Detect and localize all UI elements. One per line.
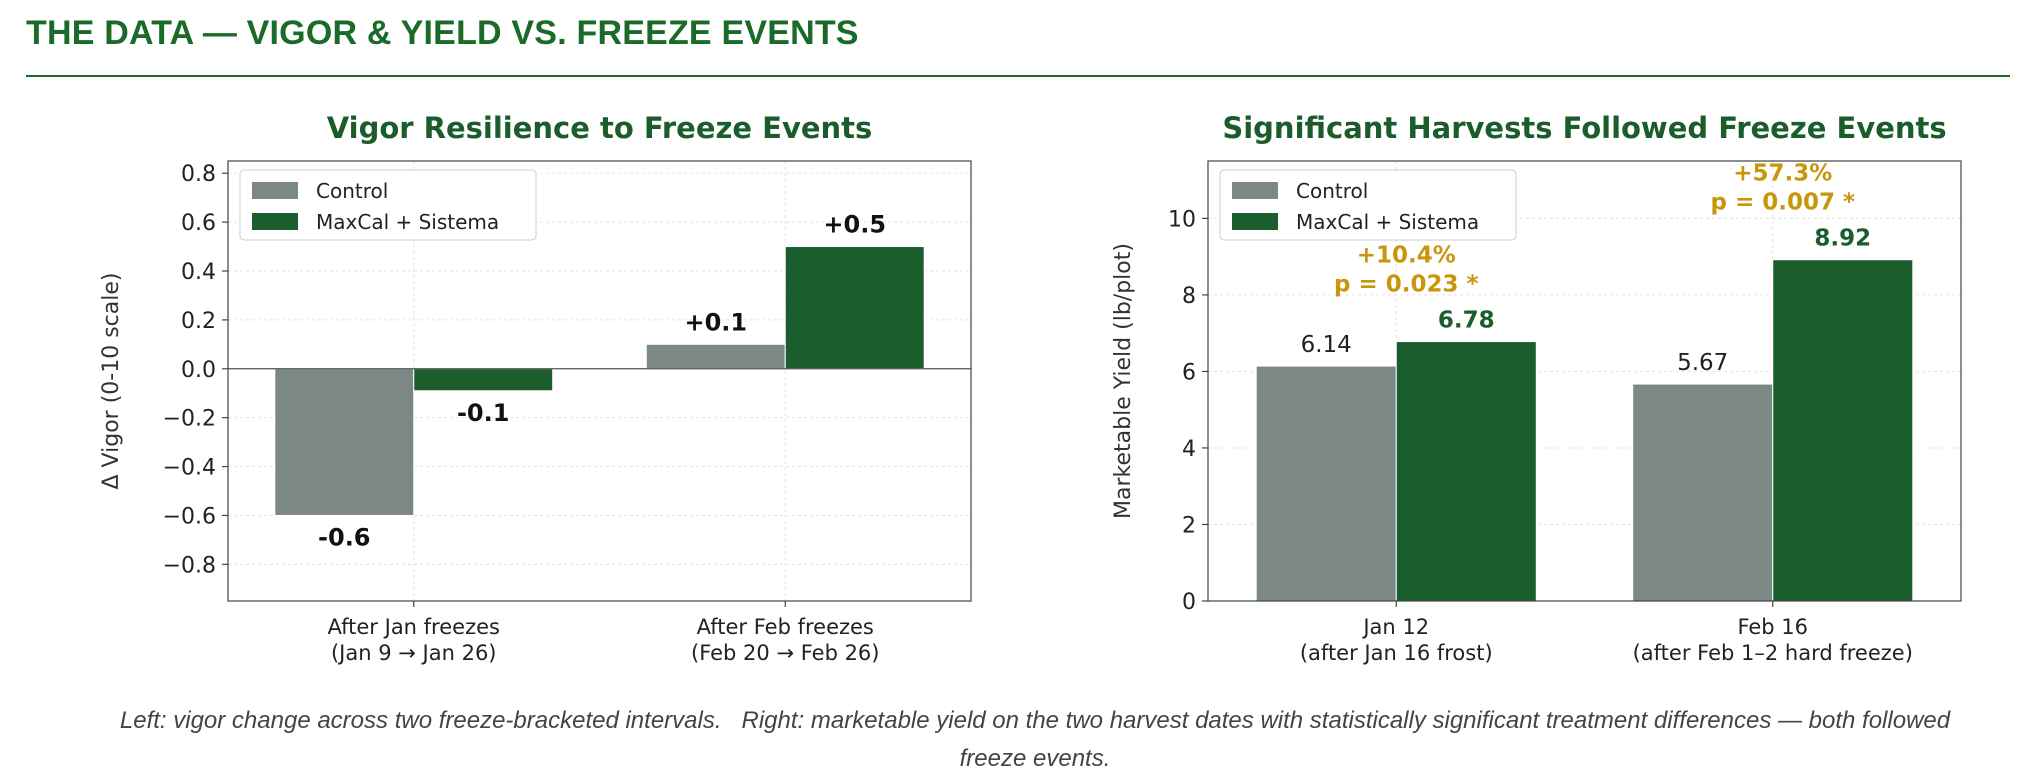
legend-label-treatment: MaxCal + Sistema [316,210,499,234]
legend-swatch-control [1232,182,1278,199]
legend-label-treatment: MaxCal + Sistema [1296,210,1479,234]
x-tick-label: (Jan 9 → Jan 26) [331,641,497,665]
y-tick-label: −0.2 [163,407,216,432]
bar-value-label: -0.1 [457,399,509,427]
y-tick-label: 10 [1168,207,1196,232]
y-tick-label: 0.0 [181,358,216,383]
bar-control [1632,383,1774,602]
bar-control [274,368,415,516]
plot-frame [1207,160,1962,602]
legend-swatch-treatment [1232,213,1278,230]
caption-line-1: Left: vigor change across two freeze-bra… [119,707,1951,734]
bar-control [1255,365,1397,602]
y-tick-label: 6 [1182,360,1196,385]
bar-value-label: 6.78 [1438,308,1495,334]
x-tick-label: (after Feb 1–2 hard freeze) [1633,641,1913,665]
y-tick-label: 0.6 [181,211,216,236]
bar-value-label: 5.67 [1677,350,1728,376]
bar-value-label: +0.1 [684,308,747,336]
vigor-chart: Vigor Resilience to Freeze Events -0.6 +0.… [99,111,972,665]
y-tick-label: 0.8 [181,162,216,187]
bar-treatment [413,368,554,392]
x-tick-label: (Feb 20 → Feb 26) [691,641,880,665]
bar-value-label: -0.6 [318,523,370,551]
legend: Control MaxCal + Sistema [239,169,537,241]
plot-frame [227,160,972,602]
significance-annotation: p = 0.023 * [1334,272,1479,298]
y-tick-label: −0.6 [163,504,216,529]
legend-swatch-treatment [252,213,298,230]
figure-caption: Left: vigor change across two freeze-bra… [40,702,2030,778]
legend-swatch-control [252,182,298,199]
bar-control [645,343,786,370]
y-tick-label: 0 [1182,590,1196,615]
y-axis-label: Δ Vigor (0-10 scale) [99,273,124,490]
y-tick-label: 0.2 [181,309,216,334]
legend-label-control: Control [1296,179,1368,203]
bar-value-label: 6.14 [1301,332,1352,358]
significance-annotation: +10.4% [1357,243,1456,269]
y-tick-label: 4 [1182,437,1196,462]
chart-title: Significant Harvests Followed Freeze Eve… [1222,111,1946,145]
page-title: THE DATA — VIGOR & YIELD VS. FREEZE EVEN… [26,14,859,52]
significance-annotation: p = 0.007 * [1711,190,1856,216]
x-tick-label: Feb 16 [1737,615,1808,639]
y-tick-label: −0.8 [163,553,216,578]
bar-treatment [1772,259,1914,602]
x-tick-label: (after Jan 16 frost) [1300,641,1493,665]
y-tick-label: 2 [1182,513,1196,538]
bar-value-label: +0.5 [823,211,886,239]
y-tick-label: 0.4 [181,260,216,285]
x-tick-label: After Jan freezes [328,615,500,639]
x-tick-label: After Feb freezes [697,615,874,639]
legend-box [1219,169,1517,241]
yield-chart: Significant Harvests Followed Freeze Eve… [1111,111,1962,665]
x-tick-label: Jan 12 [1361,615,1429,639]
bar-treatment [784,246,925,370]
y-tick-label: 8 [1182,284,1196,309]
chart-title: Vigor Resilience to Freeze Events [327,111,873,145]
title-divider [26,75,2010,77]
caption-line-2: freeze events. [959,745,1111,772]
legend-box [239,169,537,241]
significance-annotation: +57.3% [1733,161,1832,187]
y-tick-label: −0.4 [163,456,216,481]
legend-label-control: Control [316,179,388,203]
legend: Control MaxCal + Sistema [1219,169,1517,241]
y-axis-label: Marketable Yield (lb/plot) [1111,243,1136,519]
bar-treatment [1395,341,1537,602]
bar-value-label: 8.92 [1814,226,1871,252]
